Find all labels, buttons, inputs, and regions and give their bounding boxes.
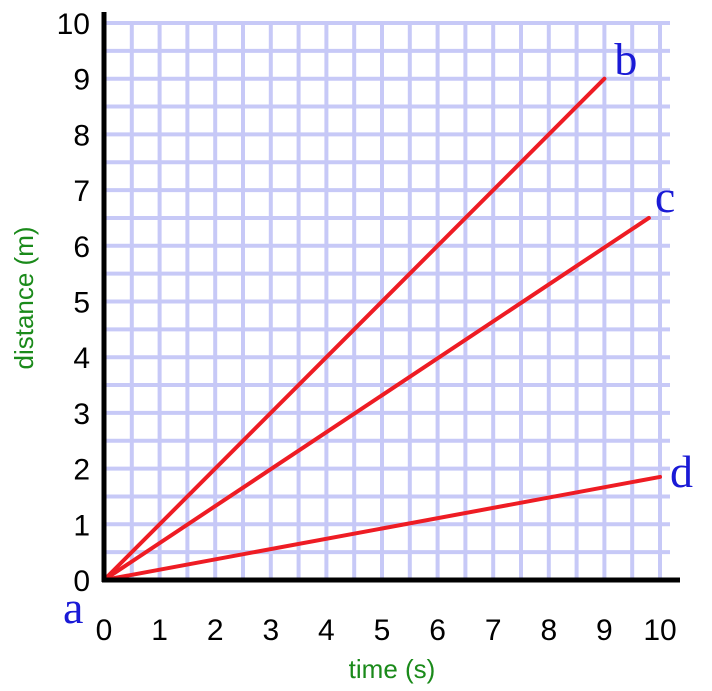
series-label-d: d <box>670 446 693 497</box>
x-tick-label: 1 <box>151 614 168 647</box>
y-tick-label: 2 <box>73 454 90 487</box>
x-tick-label: 3 <box>262 614 279 647</box>
x-tick-label: 10 <box>643 614 676 647</box>
series-line-d <box>102 474 662 582</box>
y-tick-label: 0 <box>73 565 90 598</box>
origin-point-label: a <box>63 582 83 633</box>
y-tick-label: 1 <box>73 509 90 542</box>
axes <box>101 12 680 583</box>
y-tick-label: 3 <box>73 398 90 431</box>
x-tick-labels: 0 1 2 3 4 5 6 7 8 9 10 <box>96 614 677 647</box>
y-tick-label: 10 <box>57 8 90 41</box>
y-tick-label: 6 <box>73 231 90 264</box>
series-end-labels: b c d <box>614 34 693 497</box>
series-line-c <box>102 215 651 582</box>
y-tick-label: 5 <box>73 287 90 320</box>
x-tick-label: 0 <box>96 614 113 647</box>
x-tick-label: 2 <box>207 614 224 647</box>
series-lines <box>102 76 662 582</box>
y-tick-label: 8 <box>73 119 90 152</box>
x-tick-label: 6 <box>429 614 446 647</box>
x-tick-label: 7 <box>485 614 502 647</box>
x-tick-label: 4 <box>318 614 335 647</box>
x-tick-label: 9 <box>596 614 613 647</box>
x-tick-label: 8 <box>540 614 557 647</box>
x-axis-label: time (s) <box>349 654 436 684</box>
series-label-c: c <box>655 171 675 222</box>
y-tick-label: 7 <box>73 175 90 208</box>
x-tick-label: 5 <box>374 614 391 647</box>
y-tick-labels: 0 1 2 3 4 5 6 7 8 9 10 <box>57 8 90 598</box>
series-line-b <box>102 76 607 582</box>
series-label-b: b <box>614 34 637 85</box>
y-tick-label: 9 <box>73 64 90 97</box>
y-axis-label: distance (m) <box>9 226 39 369</box>
y-tick-label: 4 <box>73 342 90 375</box>
